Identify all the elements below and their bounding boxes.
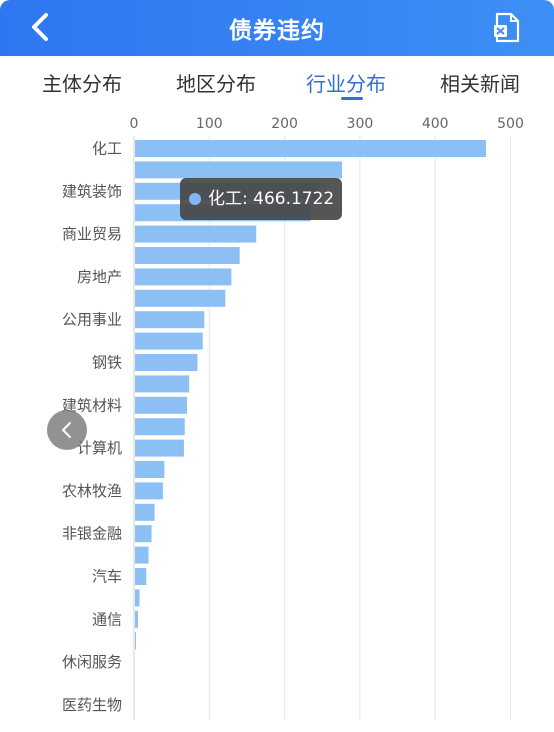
tab-related-news[interactable]: 相关新闻 — [440, 72, 520, 96]
chart-bar — [135, 525, 152, 543]
chart-bar — [135, 268, 232, 286]
x-tick-label: 200 — [271, 116, 298, 132]
chart-bar — [135, 482, 163, 500]
chart-bar — [135, 546, 149, 564]
x-tick-label: 300 — [347, 116, 374, 132]
tab-region-distribution[interactable]: 地区分布 — [176, 72, 256, 96]
chart-bar — [135, 396, 187, 414]
chevron-left-icon — [32, 13, 48, 41]
chart-bar — [135, 161, 343, 179]
y-category-label: 非银金融 — [62, 525, 122, 543]
export-excel-icon — [494, 12, 520, 43]
chart-bar — [135, 418, 185, 436]
y-category-label: 通信 — [92, 610, 122, 628]
chart-bar — [135, 439, 184, 457]
chart-bar — [135, 589, 140, 607]
x-tick-label: 400 — [422, 116, 449, 132]
chart-bar — [135, 354, 198, 371]
tooltip-series-dot — [189, 193, 201, 205]
tooltip-text: 化工: 466.1722 — [208, 189, 335, 209]
export-button[interactable] — [492, 12, 522, 44]
y-category-label: 钢铁 — [92, 354, 122, 372]
y-category-label: 休闲服务 — [62, 653, 122, 671]
chart-bar — [135, 503, 155, 521]
chart-bar — [135, 311, 205, 329]
y-category-label: 化工 — [92, 140, 122, 158]
tab-entity-distribution[interactable]: 主体分布 — [42, 72, 122, 96]
x-tick-label: 500 — [497, 116, 524, 132]
y-category-label: 计算机 — [77, 439, 122, 457]
chart-bar — [135, 461, 165, 478]
chart-bar — [135, 632, 136, 650]
back-button[interactable] — [26, 12, 56, 42]
y-category-label: 建筑材料 — [62, 396, 122, 414]
x-tick-label: 0 — [130, 116, 139, 132]
chart-bar — [135, 610, 139, 628]
chevron-left-icon — [62, 422, 71, 438]
y-category-label: 医药生物 — [62, 696, 122, 714]
chart-bar — [135, 568, 147, 585]
chart-bar — [135, 332, 203, 350]
y-category-label: 汽车 — [92, 568, 122, 586]
y-category-label: 农林牧渔 — [62, 482, 122, 500]
chart-bar — [135, 140, 487, 157]
y-category-label: 公用事业 — [62, 311, 122, 329]
tab-industry-distribution[interactable]: 行业分布 — [306, 72, 386, 96]
x-tick-label: 100 — [196, 116, 223, 132]
y-category-label: 建筑装饰 — [62, 182, 122, 200]
active-tab-indicator — [341, 97, 363, 100]
y-category-label: 房地产 — [77, 268, 122, 286]
app-header: 债券违约 — [0, 0, 554, 56]
chart-bar — [135, 225, 257, 243]
page-title: 债券违约 — [229, 18, 325, 44]
scroll-left-button[interactable] — [47, 410, 87, 450]
chart-bar — [135, 289, 226, 307]
chart-bar — [135, 247, 240, 264]
y-category-label: 商业贸易 — [62, 225, 122, 243]
tab-bar: 主体分布 地区分布 行业分布 相关新闻 — [0, 56, 554, 108]
chart-bar — [135, 375, 190, 393]
chart-tooltip: 化工: 466.1722 — [180, 178, 342, 220]
